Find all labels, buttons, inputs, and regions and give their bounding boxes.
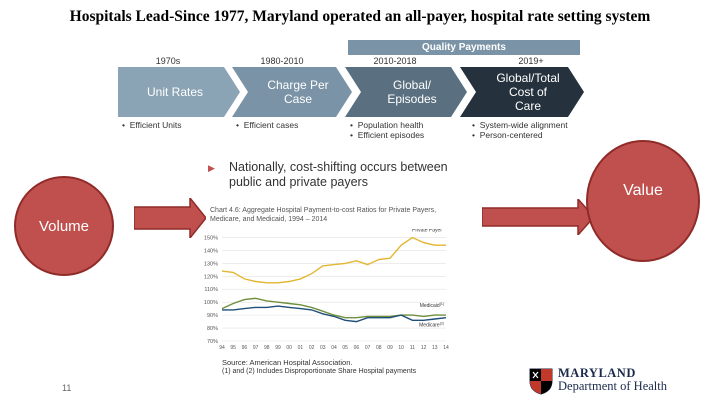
x-tick-label: 09 (387, 345, 393, 351)
x-tick-label: 07 (365, 345, 371, 351)
stage-label: Global/ Episodes (387, 78, 437, 106)
y-tick-label: 120% (204, 274, 218, 280)
page-number: 11 (62, 383, 72, 393)
stage-bullets: System-wide alignmentPerson-centered (472, 120, 568, 140)
x-tick-label: 13 (432, 345, 438, 351)
y-tick-label: 80% (207, 326, 218, 332)
logo-line2: Department of Health (558, 379, 667, 393)
x-tick-label: 10 (398, 345, 404, 351)
stage-era: 1980-2010 (260, 56, 304, 66)
x-tick-label: 95 (230, 345, 236, 351)
chart-plot: 150% 140% 130% 120% 110% 100% 90% 80% 70%94 95 96 9… (204, 229, 449, 351)
y-tick-label: 110% (204, 287, 218, 293)
x-tick-label: 05 (342, 345, 348, 351)
stage-bullet: Efficient episodes (350, 130, 424, 140)
x-tick-label: 94 (219, 345, 225, 351)
chart-source: Source: American Hospital Association. (… (222, 358, 416, 376)
y-tick-label: 130% (204, 261, 218, 267)
series-label: Medicaid(1) (420, 302, 444, 309)
triangle-bullet-icon: ▶ (208, 163, 215, 173)
series-line (221, 236, 446, 284)
series-line (221, 297, 446, 319)
x-tick-label: 14 (443, 345, 449, 351)
x-tick-label: 98 (264, 345, 270, 351)
series-label: Private Payer (412, 229, 442, 233)
stage-label: Global/Total Cost of Care (496, 71, 560, 113)
volume-circle: Volume (14, 176, 114, 276)
x-tick-label: 12 (421, 345, 427, 351)
stage-bullets: Efficient cases (236, 120, 299, 130)
stage-chevron: Charge Per Case (232, 67, 352, 117)
x-tick-label: 04 (331, 345, 337, 351)
x-tick-label: 02 (309, 345, 315, 351)
x-tick-label: 03 (320, 345, 326, 351)
y-tick-label: 100% (204, 300, 218, 306)
x-tick-label: 01 (298, 345, 304, 351)
x-tick-label: 06 (354, 345, 360, 351)
maryland-flag-icon (529, 368, 553, 395)
stage-era: 2010-2018 (373, 56, 417, 66)
x-tick-label: 08 (376, 345, 382, 351)
stage-chevron: Global/Total Cost of Care (460, 67, 584, 117)
series-label: Medicare(2) (419, 322, 444, 329)
quality-payments-bar: Quality Payments (348, 40, 580, 55)
stage-chevron: Unit Rates (118, 67, 240, 117)
stage-bullets: Efficient Units (122, 120, 182, 130)
stage-bullet: Efficient cases (236, 120, 299, 130)
stage-bullets: Population healthEfficient episodes (350, 120, 424, 140)
payment-ratio-chart: Chart 4.6: Aggregate Hospital Payment-to… (196, 205, 458, 383)
value-label: Value (623, 182, 663, 199)
y-tick-label: 70% (207, 339, 218, 345)
value-circle: Value (586, 140, 700, 262)
stage-bullet: Population health (350, 120, 424, 130)
left-arrow (134, 198, 206, 238)
logo-line1: MARYLAND (558, 366, 636, 380)
x-tick-label: 99 (275, 345, 281, 351)
stage-era: 1970s (155, 56, 181, 66)
volume-label: Volume (38, 217, 90, 235)
chart-source-line2: (1) and (2) Includes Disproportionate Sh… (222, 368, 417, 375)
logo-text: MARYLAND Department of Health (558, 367, 667, 393)
x-tick-label: 96 (242, 345, 248, 351)
stage-era: 2019+ (518, 56, 544, 66)
series-line (222, 305, 447, 323)
chart-source-line1: Source: American Hospital Association. (222, 358, 353, 367)
stage-label: Unit Rates (146, 85, 204, 99)
y-tick-label: 150% (204, 235, 218, 241)
y-tick-label: 90% (207, 313, 218, 319)
x-tick-label: 97 (253, 345, 259, 351)
stage-bullet: Efficient Units (122, 120, 182, 130)
chart-title: Chart 4.6: Aggregate Hospital Payment-to… (210, 207, 437, 223)
note-text: Nationally, cost-shifting occurs between… (229, 160, 448, 189)
slide-title: Hospitals Lead-Since 1977, Maryland oper… (69, 8, 651, 25)
x-tick-label: 11 (410, 345, 415, 351)
stage-label: Charge Per Case (267, 78, 329, 106)
stage-bullet: Person-centered (472, 130, 568, 140)
stage-bullet: System-wide alignment (472, 120, 568, 130)
stage-chevron: Global/ Episodes (345, 67, 467, 117)
y-tick-label: 140% (204, 248, 218, 254)
right-arrow (482, 199, 594, 235)
x-tick-label: 00 (286, 345, 292, 351)
maryland-logo: MARYLAND Department of Health (528, 366, 708, 396)
